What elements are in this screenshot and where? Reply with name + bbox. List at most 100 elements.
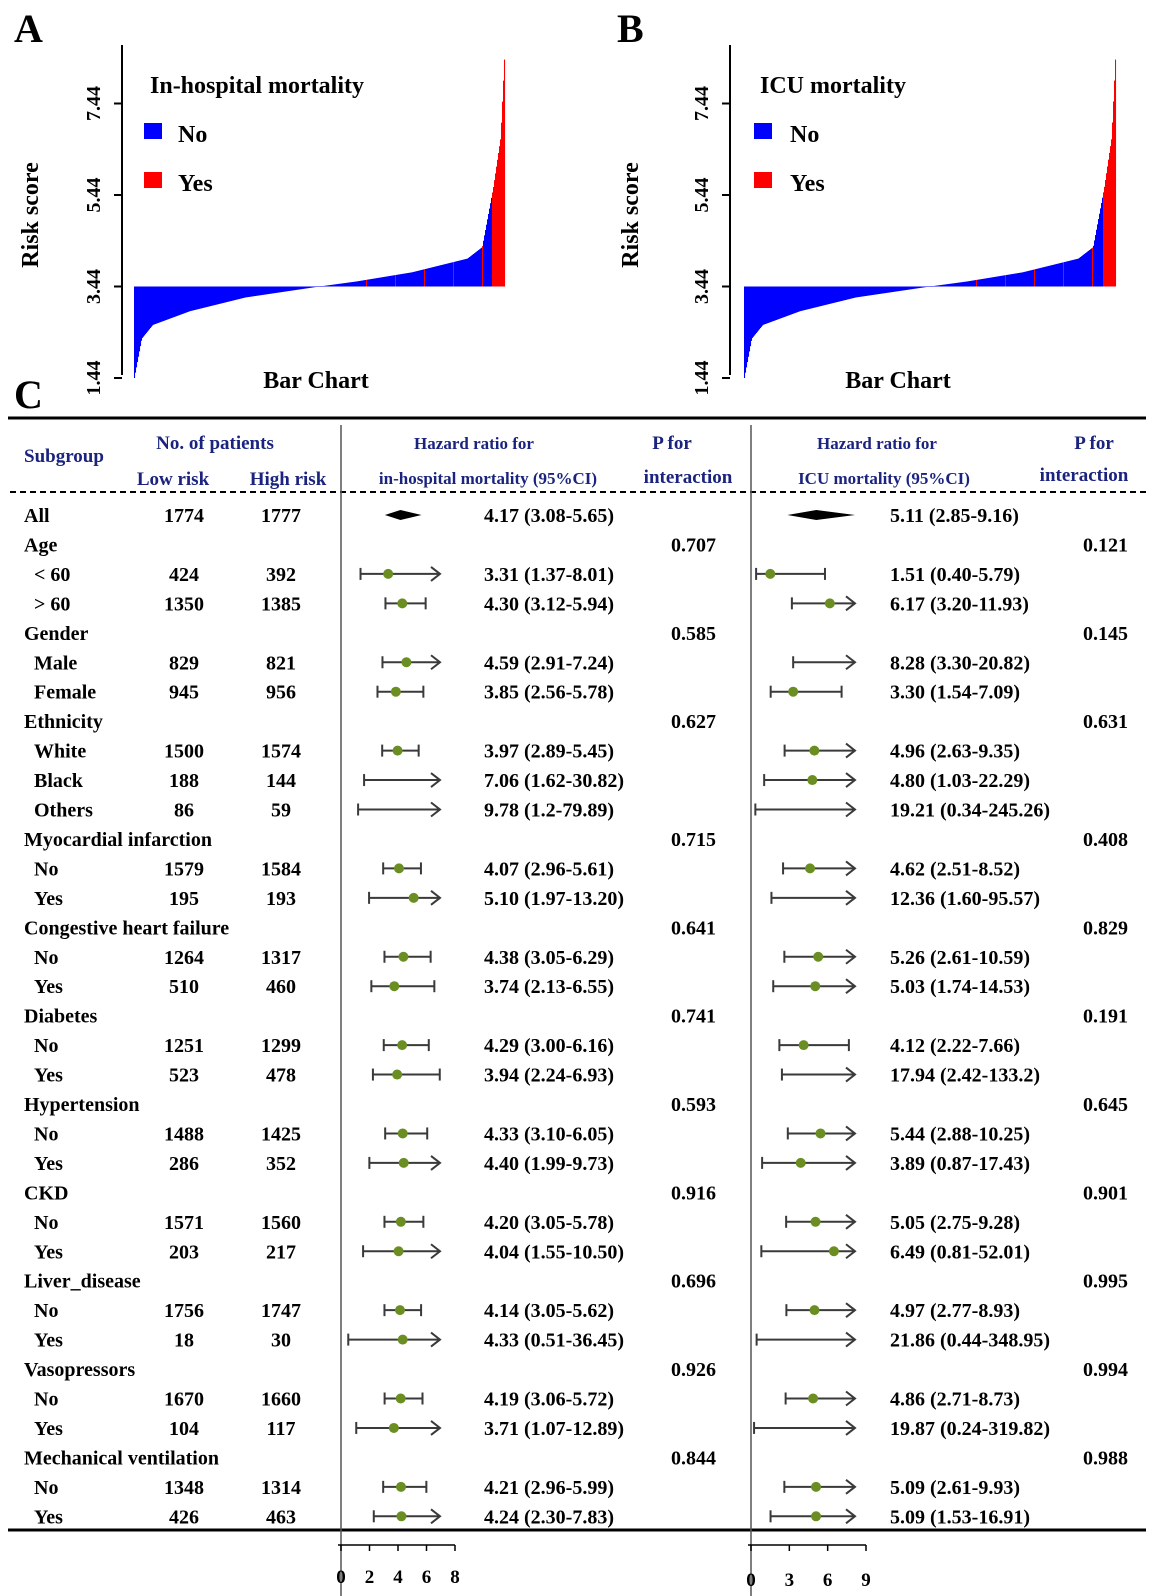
hr-point-icu: [808, 1393, 819, 1404]
panel-a-bar: [187, 286, 189, 313]
panel-b-bar: [1017, 273, 1019, 287]
panel-b-bar: [971, 280, 973, 287]
panel-b-bar: [907, 286, 909, 290]
panel-a-bar: [361, 280, 363, 287]
panel-b-bar: [1038, 268, 1040, 287]
subgroup-label: No: [34, 1123, 58, 1145]
hr-text-in-hospital: 3.85 (2.56-5.78): [484, 682, 614, 704]
panel-b-bar: [952, 283, 954, 287]
panel-a-bar: [448, 263, 450, 287]
panel-b-bar: [1105, 180, 1107, 287]
panel-b-bar: [839, 286, 841, 302]
panel-b-bar: [788, 286, 790, 316]
ci-arrow-icu: [845, 1214, 857, 1230]
panel-b-bar: [988, 277, 990, 287]
panel-a-bar: [368, 279, 370, 287]
panel-b-bar: [908, 286, 910, 290]
panel-b-bar: [769, 286, 771, 323]
group-label: Vasopressors: [24, 1359, 135, 1381]
panel-a-bar: [323, 285, 325, 287]
header-subgroup: Subgroup: [24, 446, 104, 467]
panel-b-bar: [1089, 250, 1091, 287]
panel-b-bar: [795, 286, 797, 313]
panel-a-bar: [329, 285, 331, 287]
panel-b-bar: [926, 286, 928, 288]
p-interaction-in-hospital: 0.926: [671, 1359, 716, 1381]
panel-b-bar: [1077, 258, 1079, 287]
panel-b-bar: [1034, 269, 1036, 287]
panel-b-bar: [936, 285, 938, 287]
panel-b-bar: [1032, 269, 1034, 287]
panel-b-bar: [757, 286, 759, 332]
count-high-risk: 59: [271, 800, 291, 822]
panel-b-bar: [997, 276, 999, 287]
panel-b-bar: [928, 286, 930, 287]
panel-b-bar: [843, 286, 845, 301]
panel-b-bar: [1061, 262, 1063, 287]
panel-b-bar: [877, 286, 879, 295]
panel-b-bar: [989, 277, 991, 287]
panel-a-bar: [331, 284, 333, 287]
count-low-risk: 195: [169, 888, 199, 910]
panel-a-bar: [211, 286, 213, 306]
count-high-risk: 392: [266, 564, 296, 586]
hr-text-icu: 5.44 (2.88-10.25): [890, 1123, 1030, 1145]
count-low-risk: 86: [174, 800, 194, 822]
panel-a-bar: [213, 286, 215, 306]
panel-a-bar: [433, 266, 435, 287]
panel-b-bar: [1094, 240, 1096, 287]
count-low-risk: 18: [174, 1330, 194, 1352]
panel-a-bar: [468, 257, 470, 287]
panel-a-bar: [349, 282, 351, 287]
subgroup-label: No: [34, 1477, 58, 1499]
panel-a-bar: [415, 271, 417, 287]
ci-arrow-in-hospital: [430, 890, 442, 906]
hr-text-in-hospital: 4.33 (3.10-6.05): [484, 1123, 614, 1145]
panel-a-bar: [482, 246, 484, 287]
panel-b-bar: [906, 286, 908, 290]
panel-a-bar: [267, 286, 269, 295]
count-high-risk: 1777: [261, 505, 301, 527]
panel-b-bar: [754, 286, 756, 336]
panel-b-bar: [1045, 266, 1047, 287]
group-label: Age: [24, 534, 57, 556]
panel-a-bar: [496, 166, 498, 287]
forest-axis-tick-label-icu: 6: [823, 1570, 833, 1591]
hr-text-icu: 19.21 (0.34-245.26): [890, 800, 1050, 822]
panel-a-bar: [300, 286, 302, 290]
count-high-risk: 463: [266, 1506, 296, 1528]
panel-b-bar: [963, 281, 965, 287]
panel-b-bar: [1099, 213, 1101, 287]
panel-b-bar: [863, 286, 865, 297]
panel-a-bar: [161, 286, 163, 322]
forest-axis-tick-label-icu: 0: [746, 1570, 756, 1591]
panel-a-bar: [147, 286, 149, 332]
count-low-risk: 424: [169, 564, 199, 586]
panel-b-bar: [1033, 269, 1035, 287]
panel-a-bar: [144, 286, 146, 336]
panel-a-bar: [372, 278, 374, 287]
panel-b-bar: [1030, 270, 1032, 287]
panel-a-bar: [253, 286, 255, 297]
panel-b-bar: [777, 286, 779, 320]
p-interaction-icu: 0.645: [1083, 1094, 1128, 1116]
panel-a-bar: [295, 286, 297, 291]
panel-b-bar: [977, 279, 979, 287]
panel-b-bar: [1080, 256, 1082, 287]
hr-point-in-hospital: [392, 745, 403, 756]
panel-b-bar: [747, 286, 749, 363]
panel-a-y-label: Risk score: [18, 162, 44, 268]
panel-a-bar: [419, 270, 421, 287]
panel-b-bar: [922, 286, 924, 288]
panel-a-bar: [386, 276, 388, 287]
hr-text-in-hospital: 3.74 (2.13-6.55): [484, 976, 614, 998]
hr-point-icu: [809, 745, 820, 756]
hr-text-icu: 3.30 (1.54-7.09): [890, 682, 1020, 704]
panel-b-bar: [1107, 166, 1109, 287]
hr-text-icu: 4.80 (1.03-22.29): [890, 770, 1030, 792]
panel-a-bar: [378, 277, 380, 287]
panel-b-y-tick-label: 5.44: [691, 177, 713, 212]
panel-a-bar: [258, 286, 260, 296]
panel-b-bar: [799, 286, 801, 312]
panel-a-bar: [407, 273, 409, 287]
